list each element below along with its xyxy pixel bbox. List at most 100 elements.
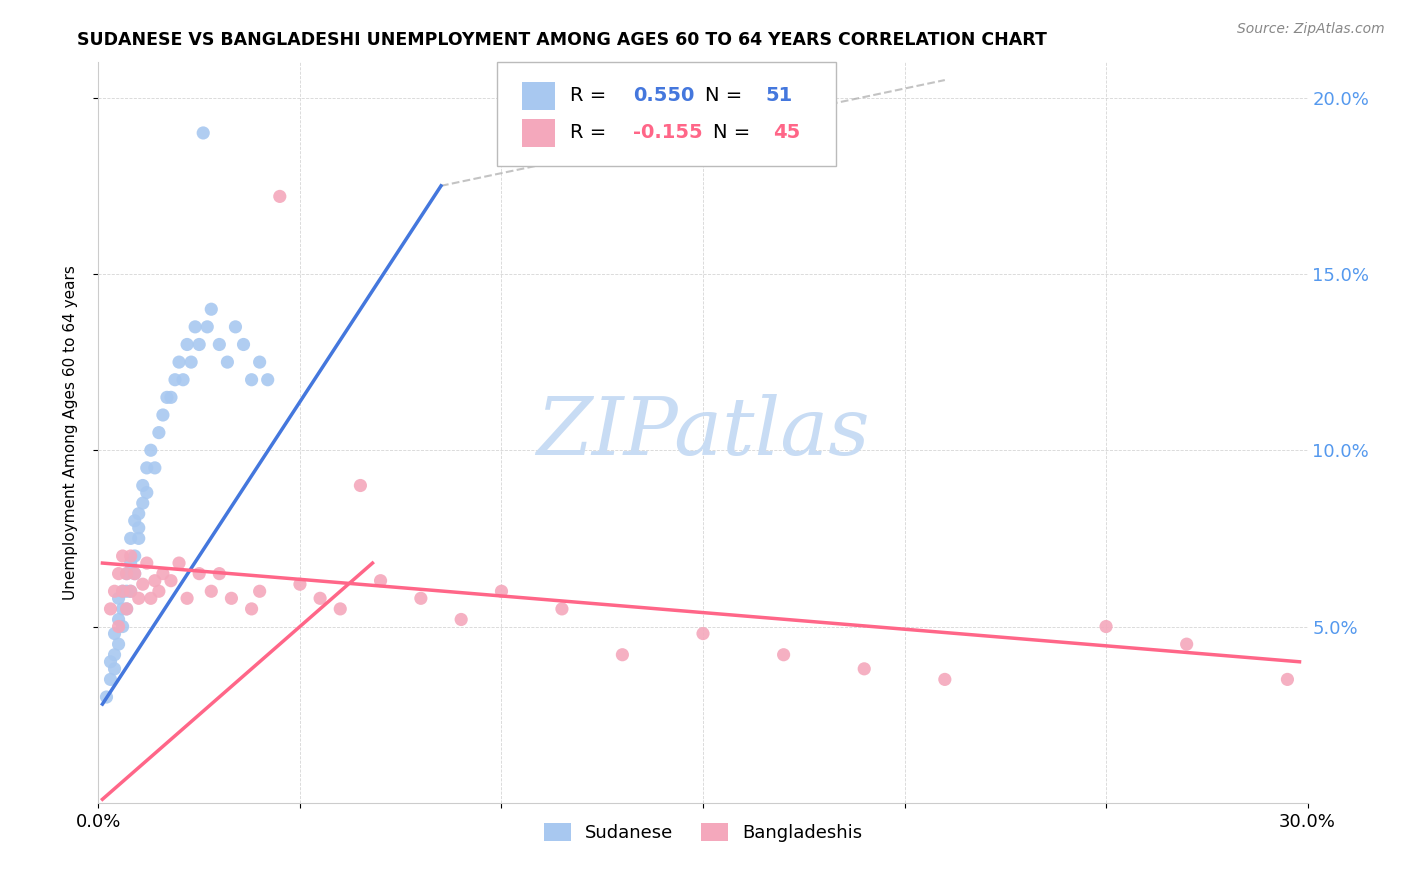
Point: [135, 461, 157, 475]
Point: [188, 566, 211, 581]
Text: -0.155: -0.155: [633, 123, 703, 143]
Point: [176, 337, 198, 351]
Point: [103, 626, 125, 640]
Point: [115, 602, 138, 616]
Point: [124, 549, 146, 563]
Point: [1277, 673, 1299, 687]
Point: [163, 373, 186, 387]
Point: [128, 507, 150, 521]
Point: [160, 574, 183, 588]
Point: [120, 556, 142, 570]
Text: ZIPatlas: ZIPatlas: [536, 394, 870, 471]
Point: [188, 337, 211, 351]
Point: [288, 577, 311, 591]
Point: [143, 574, 166, 588]
Point: [160, 390, 183, 404]
Point: [148, 584, 170, 599]
Point: [176, 591, 198, 606]
Point: [184, 319, 207, 334]
Point: [152, 566, 174, 581]
Point: [103, 648, 125, 662]
Point: [217, 355, 239, 369]
Bar: [522, 119, 555, 147]
Text: 0.550: 0.550: [633, 87, 695, 105]
Point: [551, 602, 574, 616]
Point: [107, 612, 129, 626]
Point: [115, 584, 138, 599]
Point: [612, 648, 634, 662]
Point: [120, 549, 142, 563]
Point: [111, 584, 134, 599]
Point: [200, 584, 222, 599]
Point: [1095, 619, 1118, 633]
Point: [409, 591, 432, 606]
Point: [193, 126, 215, 140]
Point: [491, 584, 513, 599]
Point: [111, 549, 134, 563]
Point: [107, 566, 129, 581]
Text: 45: 45: [773, 123, 800, 143]
Point: [224, 319, 246, 334]
Point: [208, 566, 231, 581]
Point: [167, 355, 190, 369]
Point: [135, 485, 157, 500]
Point: [269, 189, 291, 203]
Point: [139, 443, 162, 458]
Point: [195, 319, 218, 334]
Point: [100, 655, 122, 669]
Point: [100, 673, 122, 687]
Point: [1175, 637, 1198, 651]
Point: [135, 556, 157, 570]
Point: [139, 591, 162, 606]
Point: [692, 626, 714, 640]
Point: [148, 425, 170, 440]
Point: [111, 602, 134, 616]
Point: [450, 612, 472, 626]
Point: [221, 591, 243, 606]
Point: [232, 337, 254, 351]
Point: [349, 478, 371, 492]
Point: [107, 591, 129, 606]
Point: [249, 584, 271, 599]
Text: SUDANESE VS BANGLADESHI UNEMPLOYMENT AMONG AGES 60 TO 64 YEARS CORRELATION CHART: SUDANESE VS BANGLADESHI UNEMPLOYMENT AMO…: [77, 31, 1047, 49]
Point: [152, 408, 174, 422]
Bar: [522, 82, 555, 110]
Point: [107, 619, 129, 633]
Point: [100, 602, 122, 616]
Point: [143, 461, 166, 475]
Point: [120, 584, 142, 599]
Point: [132, 478, 155, 492]
Point: [208, 337, 231, 351]
Legend: Sudanese, Bangladeshis: Sudanese, Bangladeshis: [537, 815, 869, 849]
Point: [120, 584, 142, 599]
Point: [772, 648, 794, 662]
Point: [120, 532, 142, 546]
Point: [132, 577, 155, 591]
Point: [156, 390, 179, 404]
Point: [103, 584, 125, 599]
Point: [370, 574, 392, 588]
Y-axis label: Unemployment Among Ages 60 to 64 years: Unemployment Among Ages 60 to 64 years: [63, 265, 77, 600]
Text: R =: R =: [569, 123, 613, 143]
Point: [111, 619, 134, 633]
Point: [167, 556, 190, 570]
Point: [132, 496, 155, 510]
Point: [172, 373, 194, 387]
Text: N =: N =: [713, 123, 756, 143]
Point: [115, 566, 138, 581]
Point: [128, 591, 150, 606]
Point: [124, 566, 146, 581]
Point: [124, 514, 146, 528]
Point: [240, 602, 263, 616]
Text: R =: R =: [569, 87, 613, 105]
Point: [329, 602, 352, 616]
Point: [115, 602, 138, 616]
Point: [309, 591, 332, 606]
Text: N =: N =: [706, 87, 749, 105]
FancyBboxPatch shape: [498, 62, 837, 166]
Point: [103, 662, 125, 676]
Point: [256, 373, 278, 387]
Point: [107, 637, 129, 651]
Point: [128, 532, 150, 546]
Text: Source: ZipAtlas.com: Source: ZipAtlas.com: [1237, 22, 1385, 37]
